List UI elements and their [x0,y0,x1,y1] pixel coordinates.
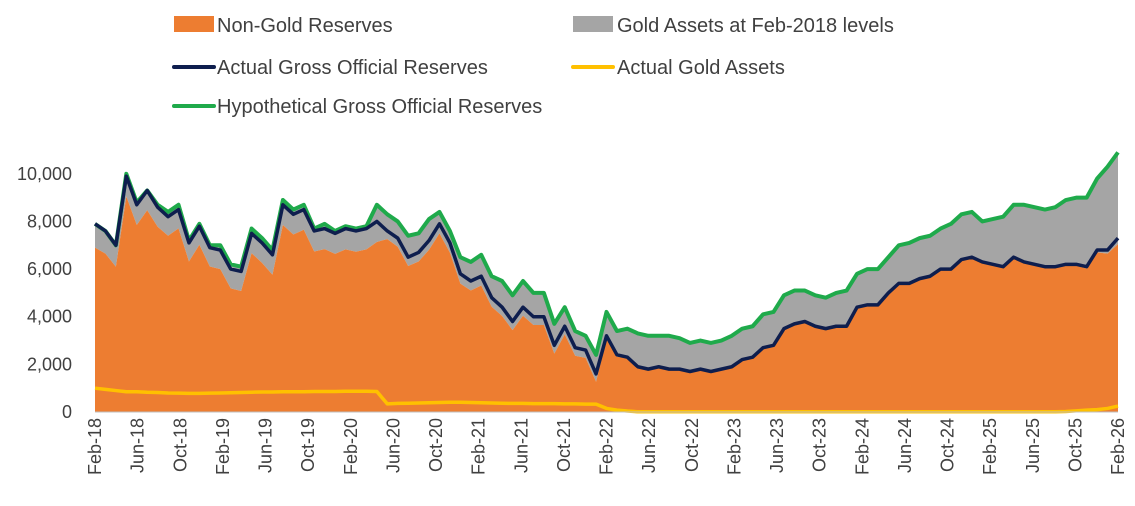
area-non-gold-reserves [95,196,1118,412]
x-tick-label: Feb-22 [597,418,617,475]
x-tick-label: Jun-21 [511,418,531,473]
x-tick-label: Oct-23 [810,418,830,472]
x-tick-label: Feb-23 [724,418,744,475]
legend-swatch-non-gold-reserves [174,16,214,32]
x-tick-label: Oct-21 [554,418,574,472]
legend-label-actual-gross-reserves: Actual Gross Official Reserves [217,57,488,79]
y-tick-label: 2,000 [27,354,72,374]
legend-label-hypothetical-gross-reserves: Hypothetical Gross Official Reserves [217,96,542,118]
legend-label-non-gold-reserves: Non-Gold Reserves [217,15,393,37]
y-tick-label: 0 [62,402,72,422]
x-tick-label: Oct-19 [298,418,318,472]
legend-item-gold-assets-feb-2018: Gold Assets at Feb-2018 levels [573,15,894,37]
x-tick-label: Jun-20 [383,418,403,473]
x-tick-label: Jun-25 [1023,418,1043,473]
y-tick-label: 6,000 [27,259,72,279]
legend-item-actual-gold-assets: Actual Gold Assets [571,57,785,79]
legend-label-actual-gold-assets: Actual Gold Assets [617,57,785,79]
y-tick-label: 10,000 [17,164,72,184]
x-tick-label: Oct-20 [426,418,446,472]
x-tick-label: Oct-22 [682,418,702,472]
area-layer [95,152,1118,412]
line-actual-gross-reserves [94,174,1120,376]
x-tick-label: Oct-18 [170,418,190,472]
legend-label-gold-assets-feb-2018: Gold Assets at Feb-2018 levels [617,15,894,37]
x-tick-label: Feb-25 [980,418,1000,475]
x-tick-label: Feb-19 [213,418,233,475]
x-tick-label: Feb-24 [852,418,872,475]
y-axis: 0 2,000 4,000 6,000 8,000 10,000 [17,164,72,422]
legend-item-hypothetical-gross-reserves: Hypothetical Gross Official Reserves [172,96,542,118]
legend-item-actual-gross-reserves: Actual Gross Official Reserves [172,57,488,79]
y-tick-label: 8,000 [27,211,72,231]
x-axis: Feb-18 Jun-18 Oct-18 Feb-19 Jun-19 Oct-19 Feb-… [85,418,1128,475]
x-tick-label: Jun-22 [639,418,659,473]
x-tick-label: Jun-18 [128,418,148,473]
plot-area: 0 2,000 4,000 6,000 8,000 10,000 Feb-18 Jun-18… [17,151,1128,475]
y-tick-label: 4,000 [27,307,72,327]
legend: Non-Gold Reserves Gold Assets at Feb-201… [172,15,894,118]
x-tick-label: Jun-23 [767,418,787,473]
x-tick-label: Feb-18 [85,418,105,475]
x-tick-label: Jun-24 [895,418,915,473]
line-hypothetical-gross-reserves [93,151,1120,357]
x-tick-label: Oct-25 [1065,418,1085,472]
x-tick-label: Feb-26 [1108,418,1128,475]
x-tick-label: Feb-20 [341,418,361,475]
legend-swatch-gold-assets-feb-2018 [573,16,613,32]
x-tick-label: Oct-24 [938,418,958,472]
legend-item-non-gold-reserves: Non-Gold Reserves [174,15,393,37]
x-tick-label: Feb-21 [469,418,489,475]
x-tick-label: Jun-19 [256,418,276,473]
